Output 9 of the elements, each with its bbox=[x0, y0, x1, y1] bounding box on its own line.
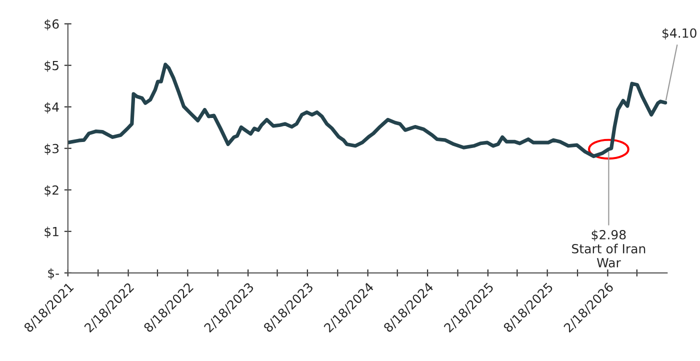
y-tick-label: $6 bbox=[44, 19, 59, 30]
annotation: $2.98 Start of Iran War bbox=[572, 230, 646, 268]
y-tick-label: $3 bbox=[44, 144, 59, 155]
y-tick-label: $- bbox=[48, 268, 59, 280]
y-tick-label: $1 bbox=[44, 226, 58, 238]
y-tick-label: $5 bbox=[44, 60, 58, 72]
annotation: $4.10 bbox=[662, 28, 696, 40]
y-tick-label: $2 bbox=[44, 185, 58, 196]
y-tick-label: $4 bbox=[44, 102, 59, 114]
